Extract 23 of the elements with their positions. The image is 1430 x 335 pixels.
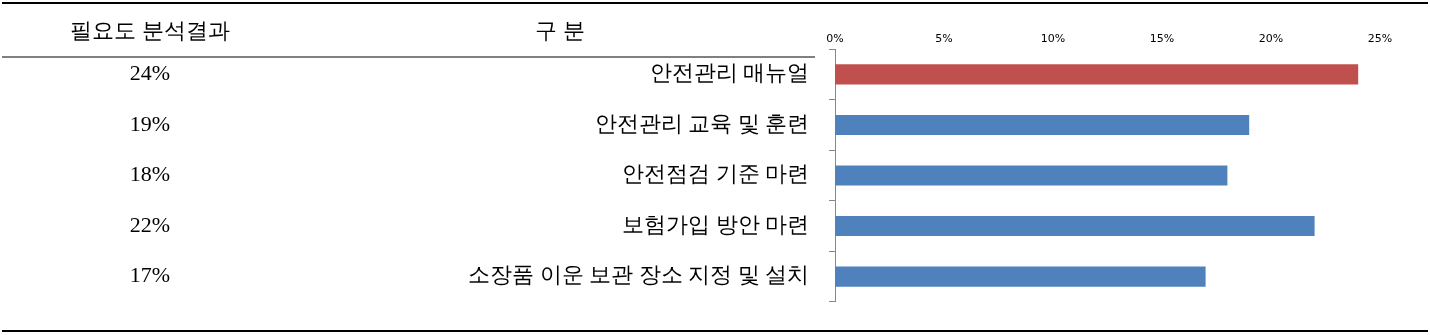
text: 구 분 xyxy=(535,17,585,43)
data-label: 22% xyxy=(129,211,171,237)
x-tick-label: 25% xyxy=(1367,32,1393,46)
y-tick-label: 안전관리 교육 및 훈련 xyxy=(594,110,809,136)
data-label: 18% xyxy=(129,161,171,187)
y-tick-label: 안전점검 기준 마련 xyxy=(622,161,809,187)
data-label: 17% xyxy=(129,262,171,288)
x-tick-label: 10% xyxy=(1040,32,1066,46)
bar xyxy=(835,114,1250,136)
x-tick-label: 5% xyxy=(935,32,953,46)
data-label: 19% xyxy=(129,110,171,136)
y-tick-label: 소장품 이운 보관 장소 지정 및 설치 xyxy=(468,262,809,288)
x-tick-label: 15% xyxy=(1149,32,1175,46)
data-label: 24% xyxy=(129,60,171,86)
x-tick-label: 20% xyxy=(1258,32,1284,46)
bar xyxy=(835,215,1315,237)
y-tick-label: 안전관리 매뉴얼 xyxy=(649,60,809,86)
x-tick-label: 0% xyxy=(826,32,844,46)
bar xyxy=(835,266,1206,287)
y-tick-label: 보험가입 방안 마련 xyxy=(622,211,809,237)
bar xyxy=(835,165,1228,186)
bar xyxy=(835,64,1359,85)
text: 필요도 분석결과 xyxy=(70,17,230,43)
